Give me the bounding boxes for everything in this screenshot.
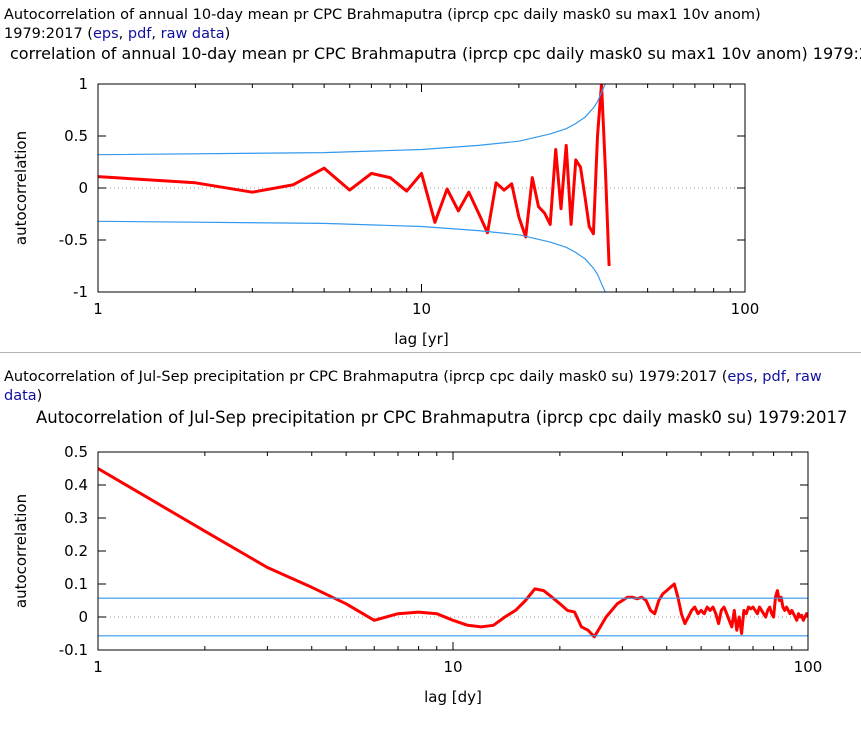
x-tick-label: 1 [93,300,103,318]
chart-2-title: Autocorrelation of Jul-Sep precipitation… [36,408,848,427]
eps-link[interactable]: eps [727,369,754,385]
pdf-link[interactable]: pdf [762,369,786,385]
y-tick-label: -1 [73,283,88,301]
caption-1-line2-prefix: 1979:2017 ( [4,26,93,42]
plot-section-2: Autocorrelation of Jul-Sep precipitation… [0,352,861,742]
y-tick-label: 0.5 [64,127,88,145]
eps-link[interactable]: eps [92,26,119,42]
lower-bound-series [98,220,606,292]
y-tick-label: 0.2 [64,542,88,560]
plot-frame [97,451,809,651]
y-tick-label: 0.4 [64,476,88,494]
autocorrelation-series [98,84,611,267]
caption-1-close: ) [224,26,231,42]
caption-1: Autocorrelation of annual 10-day mean pr… [4,7,761,42]
chart-1-title: correlation of annual 10-day mean pr CPC… [10,44,861,63]
raw-data-link[interactable]: raw [795,369,822,385]
y-tick-label: 0.1 [64,575,88,593]
caption-1-line1: Autocorrelation of annual 10-day mean pr… [4,7,761,23]
autocorrelation-series [98,467,808,639]
raw-data-link-cont[interactable]: data [4,388,37,404]
caption-2-close: ) [36,388,43,404]
x-tick-label: 100 [731,300,760,318]
plot-section-1: Autocorrelation of annual 10-day mean pr… [0,0,861,352]
x-tick-label: 1 [93,658,103,676]
chart-2: 0.5 0.4 0.3 0.2 0.1 0 -0.1 1 10 100 lag [dy] autoco… [12,443,823,706]
upper-bound-series [98,84,606,156]
y-axis-label: autocorrelation [12,131,30,245]
x-tick-label: 10 [412,300,431,318]
y-tick-label: 0.3 [64,509,88,527]
plot-frame [97,83,746,293]
y-axis-label: autocorrelation [12,494,30,608]
caption-2-line1: Autocorrelation of Jul-Sep precipitation… [4,369,728,385]
pdf-link[interactable]: pdf [127,26,152,42]
y-tick-label: 0 [78,179,88,197]
y-tick-label: 0.5 [64,443,88,461]
section-divider [0,352,861,353]
y-tick-label: 1 [78,75,88,93]
x-tick-label: 10 [443,658,462,676]
caption-2: Autocorrelation of Jul-Sep precipitation… [4,369,822,404]
chart-1: 1 0.5 0 -0.5 -1 1 10 100 lag [yr] autocorrelation [12,75,760,348]
y-tick-label: -0.1 [59,641,88,659]
x-axis-label: lag [yr] [394,330,448,348]
x-tick-label: 100 [794,658,823,676]
y-tick-label: -0.5 [59,231,88,249]
x-axis-label: lag [dy] [424,688,482,706]
raw-data-link[interactable]: raw data [160,26,225,42]
y-tick-label: 0 [78,608,88,626]
